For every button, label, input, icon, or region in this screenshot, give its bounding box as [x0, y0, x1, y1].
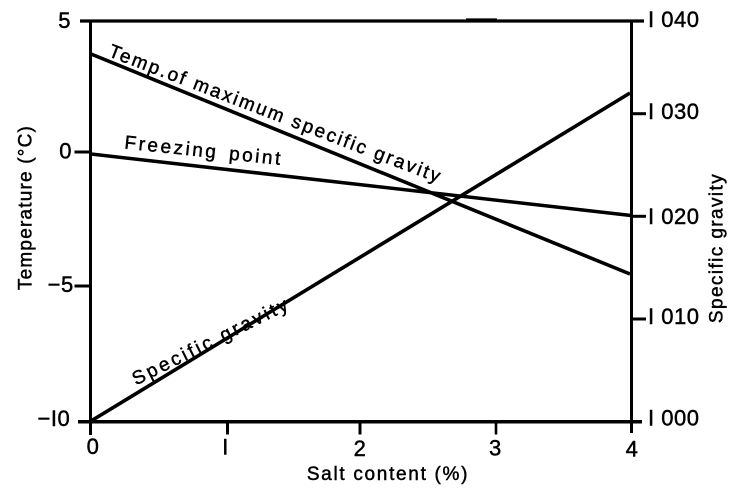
svg-text:2: 2	[354, 436, 367, 461]
svg-text:Temperature (°C): Temperature (°C)	[16, 125, 37, 290]
svg-text:I 020: I 020	[648, 204, 699, 229]
svg-text:3: 3	[489, 436, 502, 461]
svg-text:I 010: I 010	[648, 304, 699, 329]
svg-text:4: 4	[626, 437, 639, 462]
svg-text:Specific gravity: Specific gravity	[707, 173, 728, 323]
svg-text:I 040: I 040	[648, 7, 699, 32]
svg-text:0: 0	[87, 434, 100, 459]
svg-text:Salt content (%): Salt content (%)	[307, 464, 469, 485]
svg-text:−5: −5	[48, 272, 74, 297]
svg-text:I 030: I 030	[648, 99, 699, 124]
svg-text:I: I	[222, 435, 229, 460]
svg-text:0: 0	[59, 139, 72, 164]
svg-text:−I0: −I0	[38, 406, 71, 431]
svg-text:I 000: I 000	[648, 406, 699, 431]
svg-text:5: 5	[58, 8, 71, 33]
